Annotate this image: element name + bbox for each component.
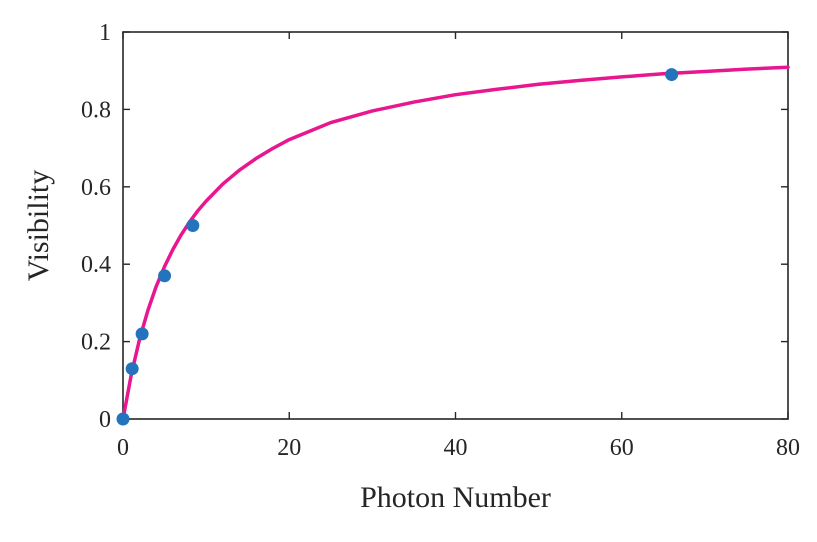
plot-frame xyxy=(122,31,789,420)
data-point xyxy=(665,68,679,82)
data-point xyxy=(135,327,149,341)
x-axis-title: Photon Number xyxy=(360,481,551,514)
x-tick-label: 60 xyxy=(610,435,634,461)
y-axis: 0 0.2 0.4 0.6 0.8 1 xyxy=(81,20,788,433)
y-tick-label: 0.8 xyxy=(81,97,111,123)
x-tick-label: 40 xyxy=(444,435,468,461)
data-point xyxy=(116,412,130,426)
data-point xyxy=(125,362,139,376)
plot-border xyxy=(122,31,789,420)
x-tick-label: 80 xyxy=(776,435,800,461)
y-tick-label: 0.4 xyxy=(81,252,111,278)
y-tick-label: 0.6 xyxy=(81,175,111,201)
y-tick-label: 0.2 xyxy=(81,330,111,356)
data-point xyxy=(158,269,172,283)
x-tick-label: 20 xyxy=(277,435,301,461)
y-tick-label: 0 xyxy=(99,407,111,433)
data-point xyxy=(186,219,200,232)
fit-curve xyxy=(121,65,790,421)
x-axis: 0 20 40 60 80 xyxy=(117,32,800,461)
y-tick-label: 1 xyxy=(99,20,111,46)
series-layer xyxy=(116,65,790,426)
y-axis-title: Visibility xyxy=(22,170,55,282)
x-tick-label: 0 xyxy=(117,435,129,461)
